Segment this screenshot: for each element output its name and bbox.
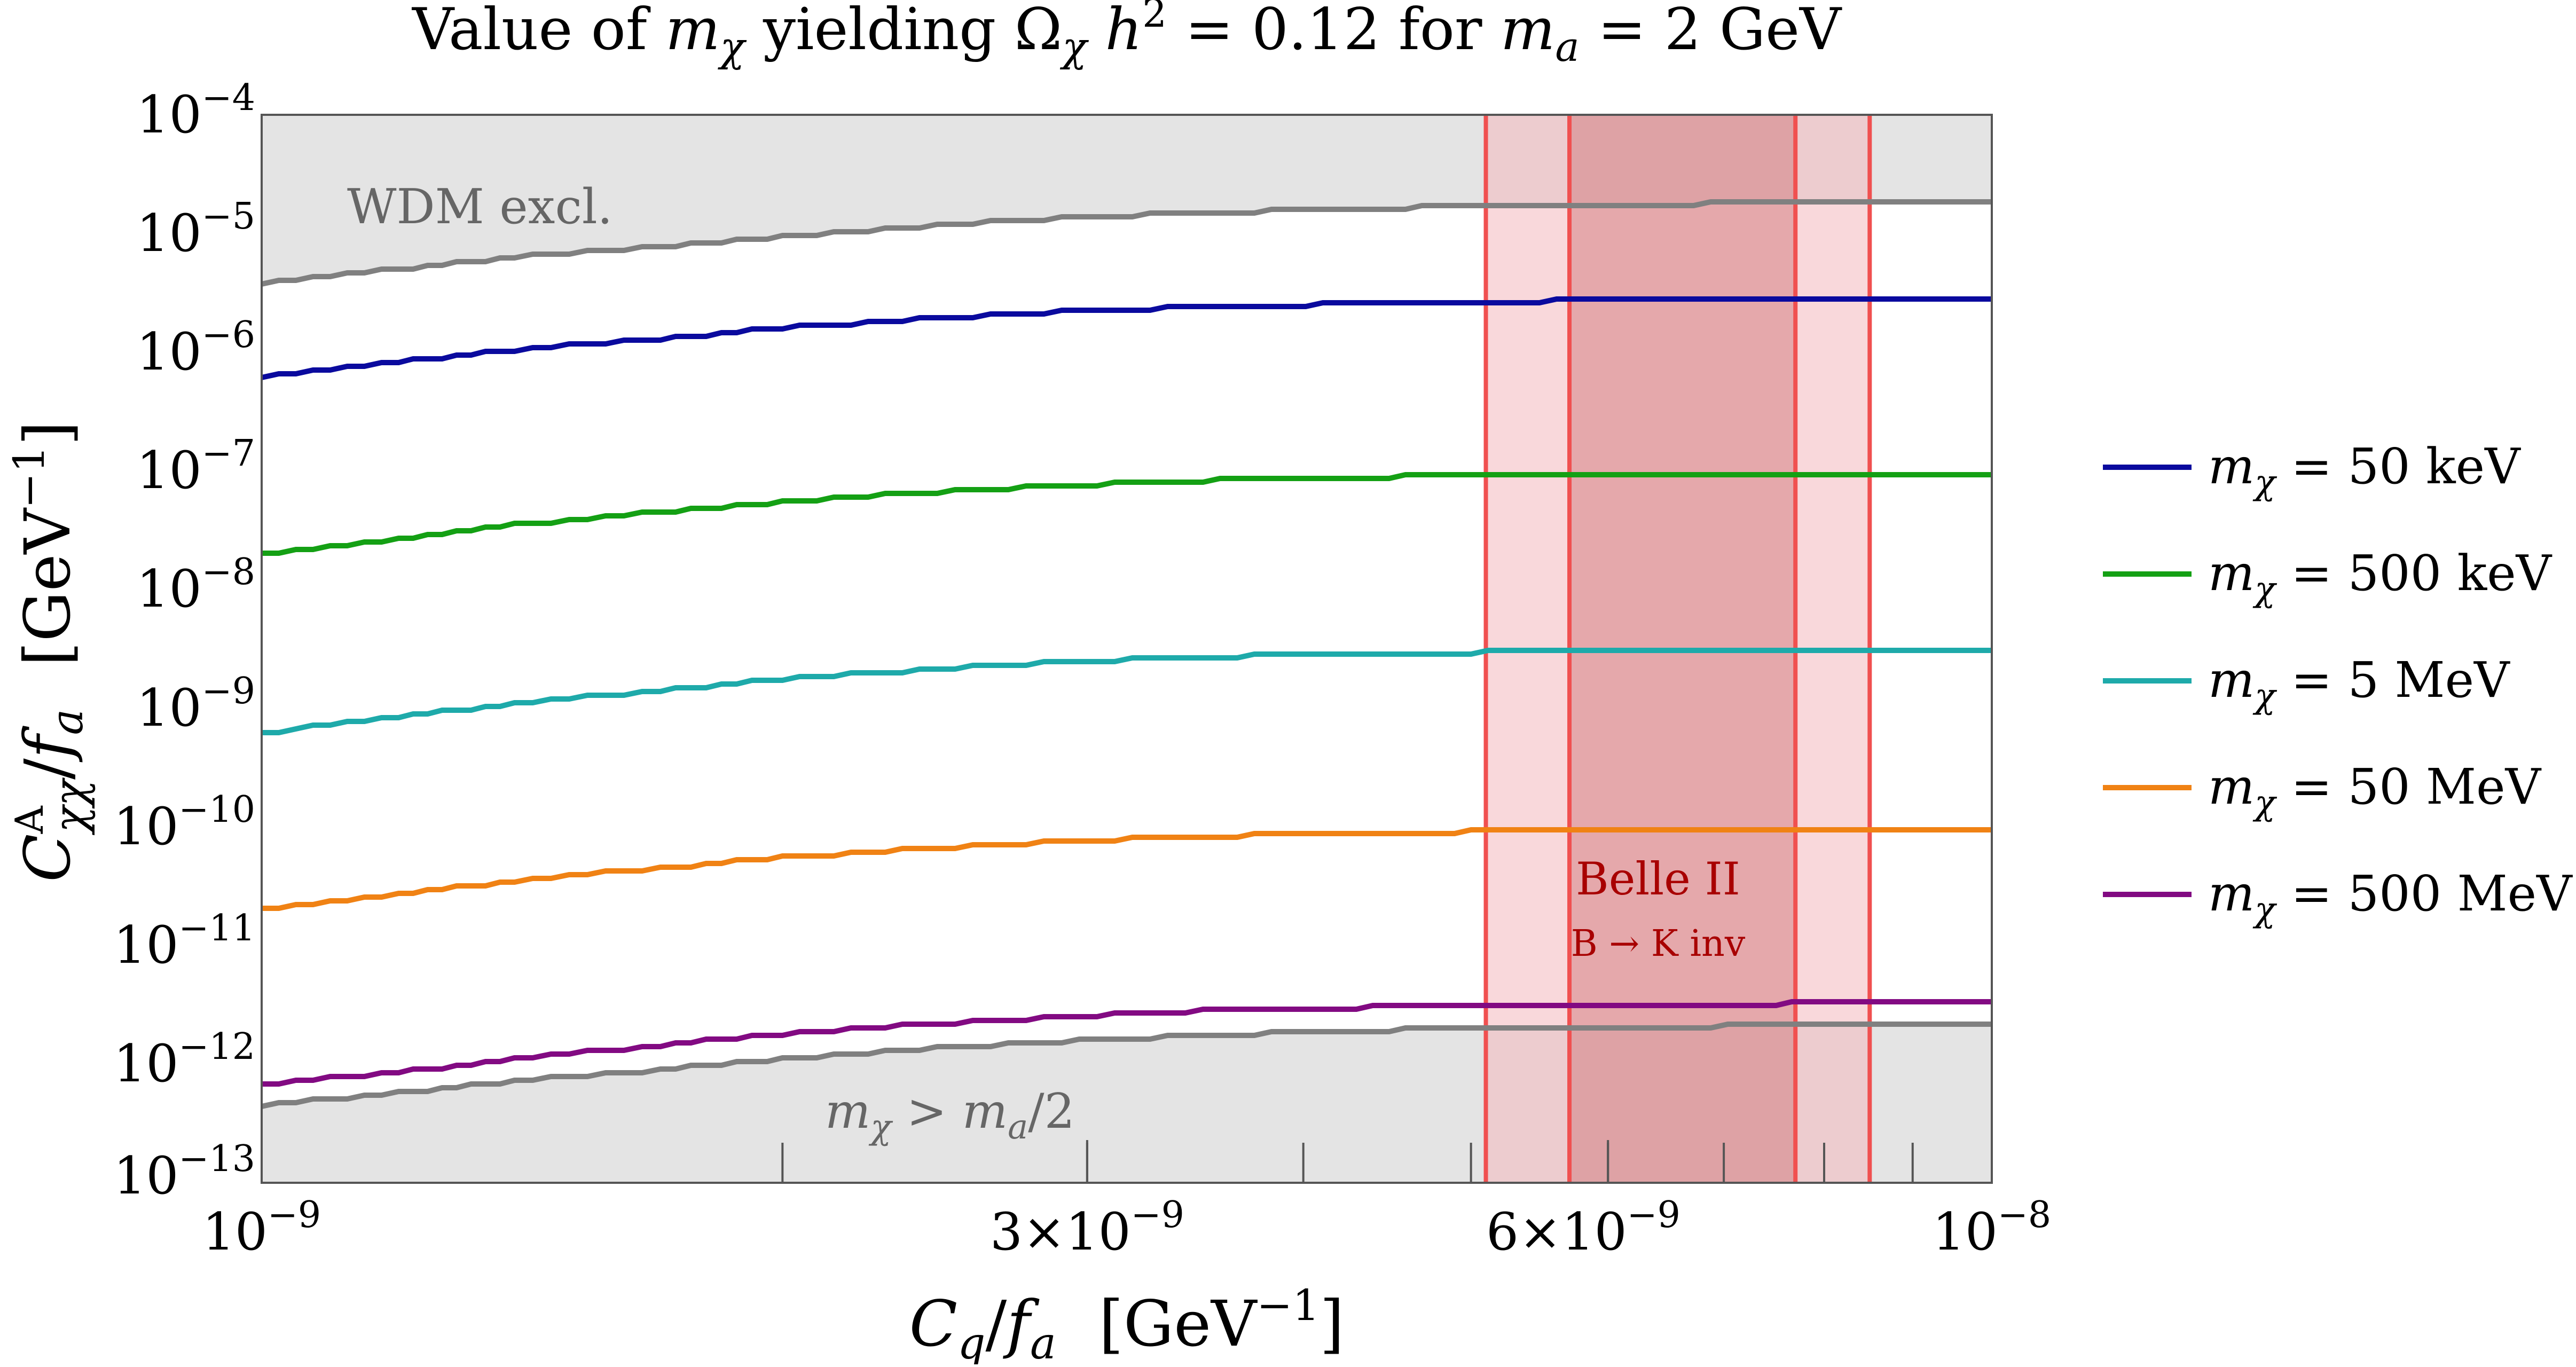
legend-label: mχ = 500 keV xyxy=(2208,545,2553,609)
x-tick-label: 10−8 xyxy=(1933,1194,2051,1262)
y-tick-label: 10−6 xyxy=(137,314,255,382)
y-tick-label: 10−9 xyxy=(137,670,255,738)
kinematic-bound-line xyxy=(262,1022,1992,1109)
y-tick-labels: 10−4 10−5 10−6 10−7 10−8 10−9 10−10 10−1… xyxy=(113,77,255,1206)
legend-label: mχ = 5 MeV xyxy=(2208,651,2510,716)
y-tick-label: 10−13 xyxy=(113,1138,255,1206)
series-line-0 xyxy=(262,296,1992,380)
legend-label: mχ = 50 keV xyxy=(2208,438,2521,502)
belle-label: Belle II xyxy=(1576,853,1740,905)
x-tick-label: 3×10−9 xyxy=(990,1194,1184,1262)
chart-title: Value of mχ yielding Ωχ h2 = 0.12 for ma… xyxy=(411,0,1842,70)
x-tick-labels: 10−9 3×10−9 6×10−9 10−8 xyxy=(202,1194,2051,1262)
series-line-4 xyxy=(262,999,1992,1087)
y-tick-label: 10−7 xyxy=(137,433,255,500)
x-tick-label: 10−9 xyxy=(202,1194,321,1262)
wdm-excluded-label: WDM excl. xyxy=(347,179,612,235)
y-tick-label: 10−4 xyxy=(137,77,255,145)
plot-frame xyxy=(261,114,1993,1184)
series-line-2 xyxy=(262,648,1992,735)
y-tick-label: 10−8 xyxy=(137,551,255,619)
x-axis-label: Cq/fa [GeV−1] xyxy=(909,1280,1344,1364)
y-tick-label: 10−5 xyxy=(137,195,255,263)
y-tick-label: 10−12 xyxy=(113,1026,255,1094)
legend: mχ = 50 keV mχ = 500 keV mχ = 5 MeV mχ =… xyxy=(2103,438,2573,930)
y-axis-label: CAχχ/fa[GeV−1] xyxy=(4,421,96,882)
y-tick-label: 10−11 xyxy=(113,907,255,975)
belle-sublabel: B → K inv xyxy=(1571,923,1746,965)
legend-label: mχ = 50 MeV xyxy=(2208,758,2542,823)
y-tick-label: 10−10 xyxy=(113,789,255,857)
series-line-3 xyxy=(262,827,1992,911)
legend-label: mχ = 500 MeV xyxy=(2208,865,2573,930)
wdm-bound-line xyxy=(262,199,1992,287)
kinematic-excluded-label: mχ > ma/2 xyxy=(825,1083,1075,1147)
series-line-1 xyxy=(262,472,1992,556)
x-tick-label: 6×10−9 xyxy=(1486,1194,1680,1262)
